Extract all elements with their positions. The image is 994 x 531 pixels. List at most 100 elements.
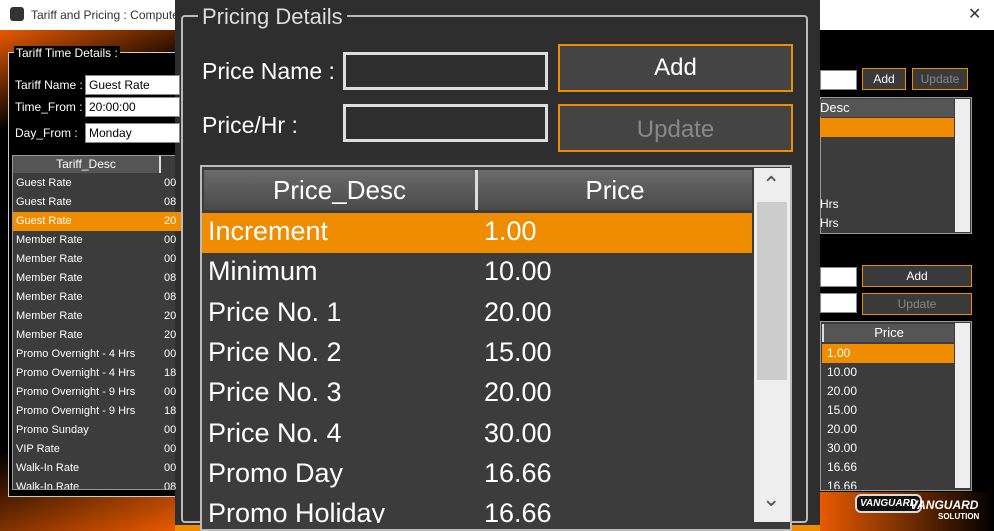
list-header[interactable]: Desc — [820, 99, 954, 117]
right-input[interactable] — [820, 70, 857, 90]
row-price: 1.00 — [484, 216, 537, 246]
close-button[interactable]: ✕ — [968, 6, 982, 23]
window-title: Tariff and Pricing : Compute — [31, 8, 179, 22]
right-input[interactable] — [820, 267, 857, 287]
row-price: 30.00 — [827, 441, 858, 455]
row-time: 08 — [164, 481, 177, 489]
row-desc: Minimum — [208, 256, 318, 287]
row-desc: Promo Holiday — [208, 498, 386, 523]
scrollbar[interactable] — [955, 99, 970, 232]
list-header[interactable]: Price — [822, 324, 954, 342]
row-time: 08 — [164, 196, 177, 208]
row-desc: Walk-In Rate — [16, 462, 80, 474]
row-time: 18 — [164, 367, 177, 379]
row-desc: Price No. 3 — [208, 377, 342, 408]
row-desc: Promo Overnight - 4 Hrs — [16, 367, 136, 379]
row-time: 00 — [164, 348, 177, 360]
selected-row[interactable] — [820, 118, 954, 137]
row-price: 10.00 — [827, 365, 858, 379]
row-time: 20 — [164, 310, 177, 322]
row-time: 00 — [164, 177, 177, 189]
row-desc: Promo Overnight - 9 Hrs — [16, 405, 136, 417]
row-desc: Hrs — [820, 216, 839, 230]
row-price: 1.00 — [827, 346, 851, 360]
row-price: 16.66 — [484, 498, 552, 523]
row-time: 20 — [164, 215, 177, 227]
logo-subtext: SOLUTION — [938, 512, 980, 521]
row-desc: Promo Sunday — [16, 424, 89, 436]
field-input[interactable]: Guest Rate — [85, 75, 180, 95]
row-time: 00 — [164, 424, 177, 436]
row-time: 08 — [164, 291, 177, 303]
row-time: 00 — [164, 386, 177, 398]
row-price: 10.00 — [484, 256, 552, 287]
tariff-list — [12, 155, 182, 490]
row-desc: Member Rate — [16, 253, 83, 265]
price-name-input[interactable] — [343, 52, 548, 90]
row-price: 16.66 — [827, 479, 858, 489]
row-desc: Promo Day — [208, 457, 344, 488]
row-time: 18 — [164, 405, 177, 417]
add-button[interactable]: Add — [862, 68, 906, 90]
field-input[interactable]: 20:00:00 — [85, 97, 180, 117]
row-time: 00 — [164, 462, 177, 474]
list-row[interactable] — [13, 212, 181, 231]
right-input[interactable] — [820, 293, 857, 313]
row-price: 20.00 — [484, 296, 552, 327]
logo-text: VANGUARD — [910, 498, 979, 512]
row-price: 20.00 — [827, 422, 858, 436]
row-desc: Member Rate — [16, 310, 83, 322]
row-desc: VIP Rate — [16, 443, 60, 455]
scrollbar-thumb[interactable] — [757, 202, 787, 380]
list-header[interactable]: Tariff_Desc — [13, 156, 161, 173]
row-desc: Promo Overnight - 9 Hrs — [16, 386, 136, 398]
row-time: 00 — [164, 253, 177, 265]
add-button[interactable]: Add — [862, 265, 972, 287]
row-price: 30.00 — [484, 417, 552, 448]
row-price: 16.66 — [827, 460, 858, 474]
row-desc: Member Rate — [16, 234, 83, 246]
row-desc: Member Rate — [16, 291, 83, 303]
scrollbar[interactable] — [955, 323, 970, 488]
row-desc: Member Rate — [16, 272, 83, 284]
list-row[interactable] — [202, 213, 752, 253]
list-header[interactable]: Price — [478, 170, 752, 210]
scroll-up[interactable]: ⌃ — [762, 172, 781, 197]
list-header[interactable]: Price_Desc — [204, 170, 478, 210]
row-desc: Price No. 1 — [208, 296, 342, 327]
group-legend: Tariff Time Details : — [14, 46, 120, 60]
add-button[interactable]: Add — [558, 44, 793, 92]
field-label: Price Name : — [202, 58, 335, 84]
row-desc: Guest Rate — [16, 215, 72, 227]
price-hr-input[interactable] — [343, 104, 548, 142]
row-desc: Increment — [208, 216, 329, 246]
scroll-down[interactable]: ⌄ — [762, 486, 781, 511]
selected-row[interactable] — [822, 344, 954, 363]
row-price: 20.00 — [484, 377, 552, 408]
row-price: 16.66 — [484, 457, 552, 488]
row-desc: Hrs — [820, 197, 839, 211]
update-button[interactable]: Update — [558, 104, 793, 152]
row-time: 08 — [164, 272, 177, 284]
field-label: Time_From : — [15, 100, 83, 114]
row-time: 00 — [164, 234, 177, 246]
logo-badge: VANGUARD — [855, 494, 923, 513]
update-button[interactable]: Update — [862, 293, 972, 315]
field-input[interactable]: Monday — [85, 123, 180, 143]
field-label: Tariff Name : — [15, 78, 83, 92]
row-price: 20.00 — [827, 384, 858, 398]
app-icon — [10, 7, 24, 21]
row-time: 00 — [164, 443, 177, 455]
row-price: 15.00 — [484, 336, 552, 367]
row-time: 20 — [164, 329, 177, 341]
field-label: Day_From : — [15, 126, 78, 140]
row-desc: Member Rate — [16, 329, 83, 341]
field-label: Price/Hr : — [202, 112, 298, 138]
row-desc: Guest Rate — [16, 177, 72, 189]
update-button[interactable]: Update — [912, 68, 968, 90]
row-desc: Price No. 4 — [208, 417, 342, 448]
group-legend: Pricing Details — [198, 4, 347, 30]
row-desc: Price No. 2 — [208, 336, 342, 367]
row-desc: Walk-In Rate — [16, 481, 80, 489]
